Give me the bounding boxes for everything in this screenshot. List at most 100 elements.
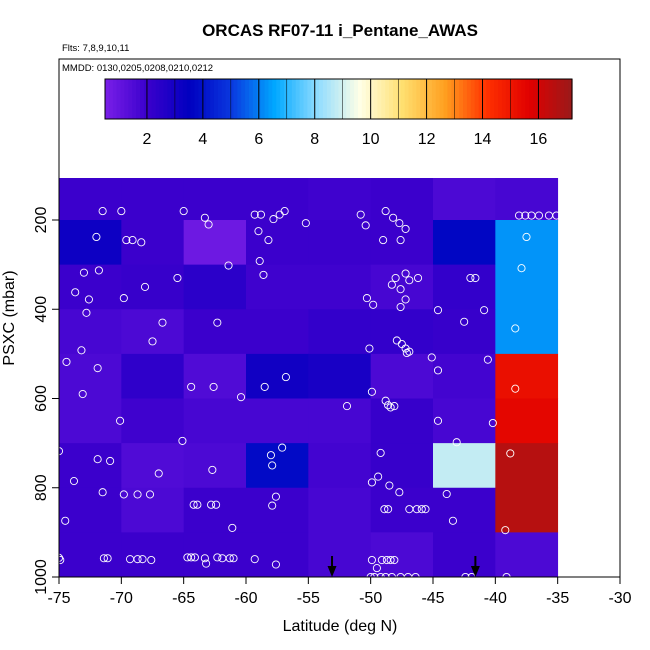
sample-point [534,211,544,220]
sample-point [448,516,457,525]
heatmap-cell [183,220,247,266]
sample-point [417,505,426,514]
sample-point [119,490,128,499]
sample-point [506,449,515,458]
colorbar-swatch [311,79,316,119]
sample-point [391,273,400,283]
sample-point [369,300,378,309]
heatmap-cell [308,264,372,310]
colorbar-swatch [552,79,558,119]
sample-point [193,500,202,509]
sample-point [405,276,414,285]
sample-point [178,436,187,445]
colorbar-swatch [354,79,359,119]
sample-point [390,402,399,411]
colorbar-swatch [330,79,336,119]
x-tick-label: -40 [484,590,507,607]
heatmap-cell [246,264,309,310]
y-axis-label: PSXC (mbar) [1,270,18,365]
sample-point [78,389,87,399]
sample-point [209,382,218,391]
colorbar-swatch [521,79,526,119]
sample-point [389,213,398,222]
colorbar-swatch [568,79,573,119]
sample-point [281,373,290,382]
sample-point [367,478,376,487]
heatmap-cell [495,443,559,489]
heatmap-cell [183,178,247,221]
heatmap-cell [246,398,309,444]
sample-point [256,210,266,219]
sample-point [384,505,393,514]
colorbar-swatch [252,79,258,119]
plot-frame [58,58,621,578]
sample-point [396,302,405,312]
sample-point [137,238,146,247]
heatmap-cell [433,309,496,355]
colorbar-swatch [455,79,460,119]
colorbar-swatch [210,79,215,119]
sample-point [488,418,497,428]
sample-point [122,236,131,245]
colorbar-swatch [505,79,511,119]
sample-point [396,285,405,294]
colorbar-swatch [498,79,503,119]
colorbar-swatch [540,79,546,119]
heatmap-cell [59,532,122,578]
colorbar-swatch [412,79,417,119]
heatmap-cell [183,353,247,399]
colorbar-swatch [326,79,332,119]
sample-point [395,219,404,228]
x-tick-label: -60 [234,590,257,607]
colorbar-swatch [159,79,164,119]
heatmap-cell [246,220,309,266]
colorbar-swatch [307,79,312,119]
sample-point [511,384,520,393]
heatmap-cell [495,309,559,355]
sample-point [377,555,386,565]
sample-point [401,269,410,278]
colorbar-swatch [295,79,301,119]
colorbar-swatch [377,79,382,119]
colorbar-swatch [175,79,180,119]
colorbar-swatch [342,79,347,119]
sample-point [93,455,102,464]
colorbar-swatch [206,79,211,119]
heatmap-cell [183,264,247,310]
colorbar-swatch [105,79,110,119]
sample-point [268,501,277,510]
heatmap-cell [370,178,434,221]
colorbar-swatch [136,79,141,119]
sample-point [514,211,524,220]
sample-point [367,555,376,565]
sample-point [402,348,411,358]
x-tick-label: -55 [297,590,320,607]
colorbar-swatch [198,79,203,119]
sample-point [179,207,188,216]
heatmap-cell [308,353,372,399]
heatmap-cell [121,398,185,444]
y-tick-label: 800 [33,474,50,501]
colorbar-swatch [260,79,266,119]
y-tick-label: 400 [33,296,50,323]
heatmap-cell [370,532,434,578]
colorbar-swatch [517,79,523,119]
heatmap-cell [59,220,122,266]
sample-point [213,318,222,327]
colorbar-swatch [334,79,340,119]
heatmap-cell [495,532,559,578]
sample-point [460,317,469,326]
y-tick-label: 1000 [33,559,50,595]
colorbar-swatch [163,79,168,119]
sample-point [259,270,268,279]
colorbar-swatch [431,79,437,119]
sample-point [278,443,287,452]
heatmap-cell [121,178,185,221]
colorbar-tick-label: 8 [310,131,319,148]
sample-point [147,555,156,565]
sample-point [250,210,259,219]
sample-point [395,488,404,497]
sample-point [255,257,264,266]
colorbar-swatch [490,79,495,119]
